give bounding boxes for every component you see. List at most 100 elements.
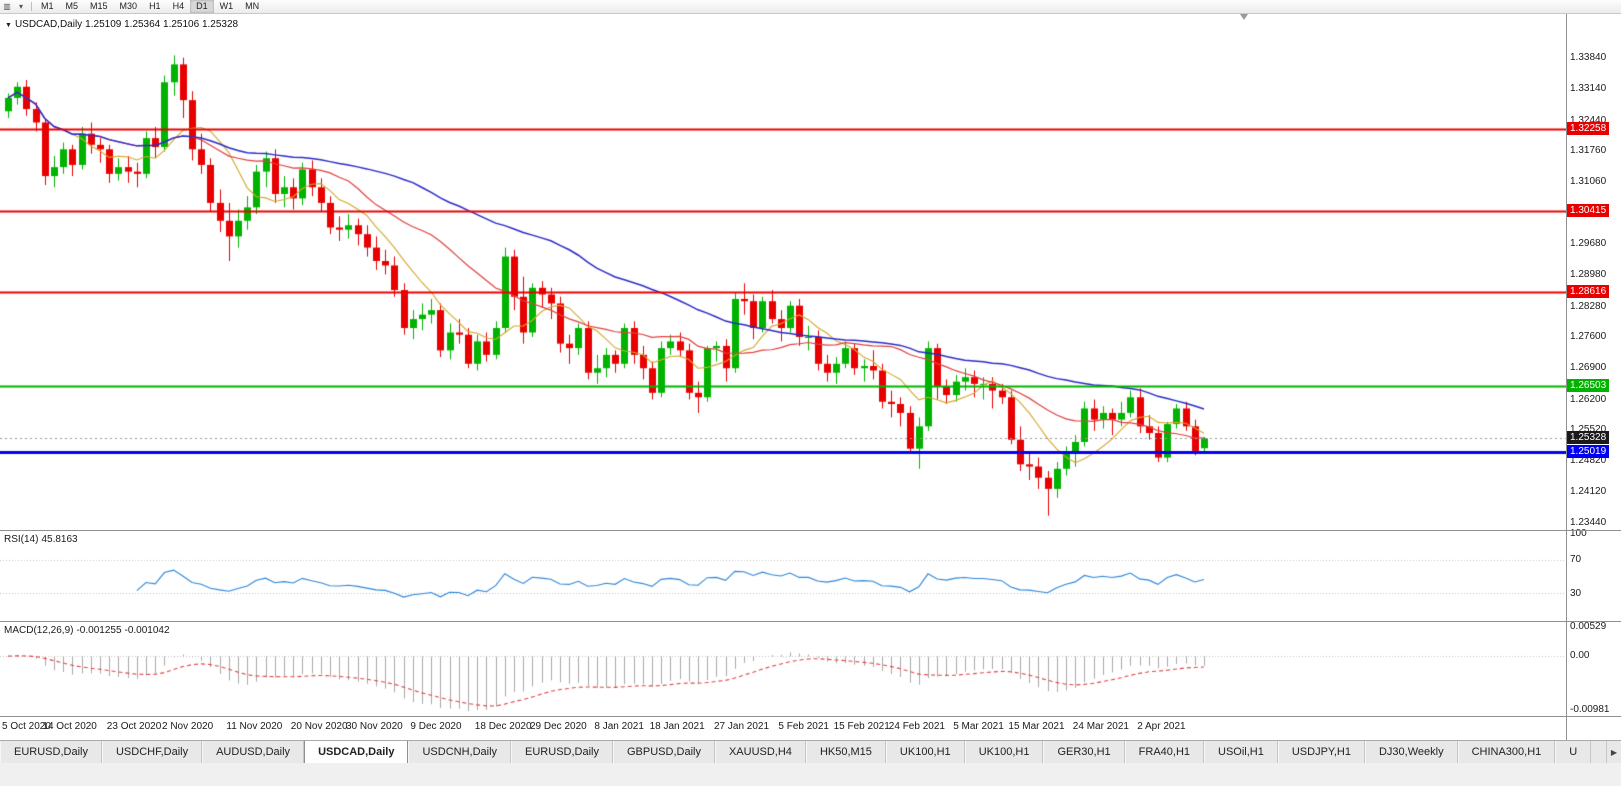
price-tick: 1.33840 bbox=[1570, 52, 1607, 64]
price-tick: 1.31760 bbox=[1570, 145, 1607, 157]
price-tick: 1.32440 bbox=[1570, 114, 1607, 126]
date-tick: 8 Jan 2021 bbox=[594, 721, 644, 732]
level-price-tag: 1.26503 bbox=[1567, 378, 1610, 392]
rsi-axis-tick: 100 bbox=[1570, 528, 1587, 539]
date-tick: 30 Nov 2020 bbox=[346, 721, 403, 732]
date-axis[interactable]: 5 Oct 2020 14 Oct 2020 23 Oct 2020 2 Nov 20… bbox=[0, 716, 1566, 740]
price-chart-canvas[interactable] bbox=[0, 13, 1566, 530]
date-tick: 5 Oct 2020 bbox=[2, 721, 51, 732]
candlestick-chart-icon[interactable]: ▥ bbox=[3, 2, 11, 11]
date-tick: 15 Mar 2021 bbox=[1008, 721, 1065, 732]
macd-panel: MACD(12,26,9) -0.001255 -0.001042 bbox=[0, 621, 1566, 716]
price-tick: 1.28280 bbox=[1570, 300, 1607, 312]
timeframe-button-w1[interactable]: W1 bbox=[219, 1, 234, 11]
timeframe-button-m30[interactable]: M30 bbox=[119, 1, 138, 11]
date-tick: 29 Dec 2020 bbox=[530, 721, 587, 732]
macd-signal-value: -0.001042 bbox=[124, 625, 170, 636]
rsi-indicator-canvas[interactable] bbox=[0, 530, 1566, 621]
chart-tab[interactable]: USDCAD,Daily bbox=[304, 741, 409, 763]
timeframe-button-h1[interactable]: H1 bbox=[149, 1, 161, 11]
macd-label: MACD(12,26,9) -0.001255 -0.001042 bbox=[4, 625, 173, 636]
price-tick: 1.23440 bbox=[1570, 516, 1607, 528]
date-tick: 2 Apr 2021 bbox=[1137, 721, 1186, 732]
chart-tab[interactable]: UK100,H1 bbox=[964, 741, 1044, 763]
chart-tab[interactable]: HK50,M15 bbox=[805, 741, 886, 763]
current-price-tag: 1.25328 bbox=[1567, 431, 1610, 445]
price-tick: 1.26900 bbox=[1570, 362, 1607, 374]
date-tick: 27 Jan 2021 bbox=[714, 721, 770, 732]
date-tick: 23 Oct 2020 bbox=[106, 721, 162, 732]
level-price-tag: 1.32258 bbox=[1567, 121, 1610, 135]
top-toolbar: ▥ ▾ M1 M5 M15 M30 H1 H4 D1 W1 MN bbox=[0, 0, 1621, 14]
date-tick: 14 Oct 2020 bbox=[42, 721, 97, 732]
price-chart-panel: ▼ USDCAD,Daily 1.25109 1.25364 1.25106 1.2… bbox=[0, 13, 1566, 530]
level-price-tag: 1.28616 bbox=[1567, 284, 1610, 298]
chart-tab[interactable]: GBPUSD,Daily bbox=[613, 741, 715, 763]
macd-name: MACD(12,26,9) bbox=[4, 625, 74, 636]
ohlc-values: 1.25109 1.25364 1.25106 1.25328 bbox=[85, 19, 239, 30]
tab-scroll-right-icon[interactable]: ▶ bbox=[1605, 741, 1621, 763]
chart-tab[interactable]: XAUUSD,H4 bbox=[714, 741, 806, 763]
timeframe-button-mn[interactable]: MN bbox=[245, 1, 260, 11]
date-tick: 9 Dec 2020 bbox=[410, 721, 462, 732]
price-tick: 1.25520 bbox=[1570, 423, 1607, 435]
macd-axis-tick: 0.00529 bbox=[1570, 621, 1607, 632]
panel-separator[interactable] bbox=[0, 621, 1621, 622]
timeframe-button-d1[interactable]: D1 bbox=[190, 0, 214, 13]
price-tick: 1.31060 bbox=[1570, 176, 1607, 188]
price-tick: 1.28980 bbox=[1570, 269, 1607, 281]
chart-tab[interactable]: UK100,H1 bbox=[885, 741, 965, 763]
window-bottom-strip bbox=[0, 763, 1621, 786]
symbol-name: USDCAD,Daily bbox=[14, 19, 83, 30]
date-tick: 20 Nov 2020 bbox=[290, 721, 348, 732]
price-tick: 1.33140 bbox=[1570, 83, 1607, 95]
axis-divider bbox=[1566, 13, 1567, 740]
symbol-ohlc-label: ▼ USDCAD,Daily 1.25109 1.25364 1.25106 1.2… bbox=[5, 19, 241, 30]
toolbar-divider bbox=[31, 2, 32, 11]
rsi-name: RSI(14) bbox=[4, 534, 39, 545]
price-axis[interactable]: 1.338401.331401.324401.317601.310601.303… bbox=[1567, 13, 1621, 740]
chart-tab[interactable]: DJ30,Weekly bbox=[1364, 741, 1458, 763]
chart-tab-bar: EURUSD,Daily USDCHF,Daily AUDUSD,Daily USDC… bbox=[0, 740, 1621, 763]
macd-axis-tick: -0.00981 bbox=[1570, 704, 1610, 715]
chart-tab[interactable]: USDJPY,H1 bbox=[1277, 741, 1365, 763]
chart-tab[interactable]: AUDUSD,Daily bbox=[202, 741, 305, 763]
date-tick: 2 Nov 2020 bbox=[162, 721, 214, 732]
date-tick: 24 Feb 2021 bbox=[888, 721, 945, 732]
chart-tab[interactable]: GER30,H1 bbox=[1043, 741, 1125, 763]
panel-separator bbox=[0, 716, 1621, 717]
timeframe-button-m15[interactable]: M15 bbox=[90, 1, 108, 11]
rsi-label: RSI(14) 45.8163 bbox=[4, 534, 81, 545]
date-tick: 5 Mar 2021 bbox=[953, 721, 1004, 732]
date-tick: 24 Mar 2021 bbox=[1072, 721, 1129, 732]
macd-axis-tick: 0.00 bbox=[1570, 650, 1590, 662]
date-tick: 5 Feb 2021 bbox=[778, 721, 829, 732]
chart-tab[interactable]: USDCNH,Daily bbox=[408, 741, 512, 763]
timeframe-button-m1[interactable]: M1 bbox=[41, 1, 54, 11]
rsi-axis-tick: 30 bbox=[1570, 587, 1582, 599]
chart-tab[interactable]: EURUSD,Daily bbox=[0, 741, 102, 763]
chart-shift-marker[interactable] bbox=[1240, 14, 1248, 20]
macd-main-value: -0.001255 bbox=[76, 625, 122, 636]
chart-tab[interactable]: CHINA300,H1 bbox=[1457, 741, 1556, 763]
timeframe-button-m5[interactable]: M5 bbox=[65, 1, 79, 11]
price-tick: 1.24120 bbox=[1570, 486, 1607, 498]
chart-tab[interactable]: USDCHF,Daily bbox=[101, 741, 203, 763]
panel-separator[interactable] bbox=[0, 530, 1621, 531]
date-tick: 18 Jan 2021 bbox=[649, 721, 705, 732]
macd-indicator-canvas[interactable] bbox=[0, 621, 1566, 716]
chart-tab[interactable]: U bbox=[1555, 741, 1592, 763]
price-tick: 1.29680 bbox=[1570, 238, 1607, 250]
price-tick: 1.27600 bbox=[1570, 330, 1607, 342]
chart-tab[interactable]: FRA40,H1 bbox=[1124, 741, 1205, 763]
price-tick: 1.26200 bbox=[1570, 393, 1607, 405]
chevron-down-icon[interactable]: ▾ bbox=[18, 2, 23, 11]
timeframe-button-h4[interactable]: H4 bbox=[172, 1, 185, 11]
date-tick: 15 Feb 2021 bbox=[833, 721, 890, 732]
rsi-axis-tick: 70 bbox=[1570, 553, 1582, 565]
date-tick: 11 Nov 2020 bbox=[226, 721, 283, 732]
chart-tab[interactable]: EURUSD,Daily bbox=[511, 741, 613, 763]
symbol-marker-icon: ▼ bbox=[5, 22, 12, 29]
price-tick: 1.24820 bbox=[1570, 455, 1607, 467]
chart-tab[interactable]: USOil,H1 bbox=[1204, 741, 1278, 763]
